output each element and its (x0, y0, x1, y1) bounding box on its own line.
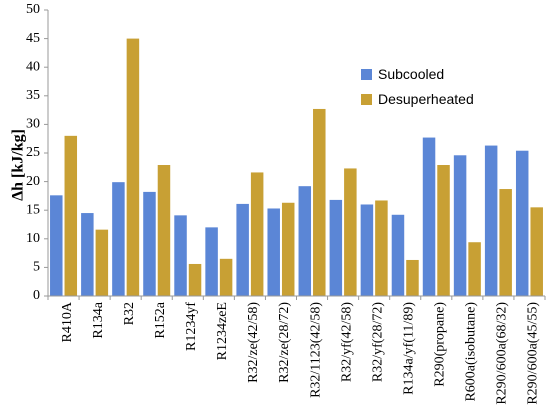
y-tick-label: 20 (26, 174, 40, 189)
y-axis-title: Δh [kJ/kg] (10, 129, 27, 201)
y-axis-label: Δh [kJ/kg] (10, 129, 27, 201)
x-tick-label: R32/ze(42/58) (246, 302, 261, 383)
y-tick-label: 10 (26, 231, 40, 246)
bar-desuperheated-5 (219, 258, 233, 296)
bar-series (50, 38, 543, 297)
x-tick-label: R32/1123(42/58) (308, 302, 323, 398)
bar-subcooled-12 (422, 137, 436, 296)
bar-desuperheated-8 (313, 108, 326, 297)
bar-subcooled-8 (298, 186, 312, 296)
x-tick-label: R290(propane) (433, 302, 448, 387)
bar-desuperheated-2 (126, 38, 140, 296)
bar-desuperheated-10 (375, 200, 388, 296)
bar-desuperheated-1 (95, 229, 109, 296)
bar-desuperheated-6 (250, 172, 264, 296)
bar-desuperheated-4 (188, 263, 202, 296)
x-axis-labels: R410A R134a R32 R152a R1234yf R1234zeE R32/ze(… (47, 296, 546, 405)
y-tick-label: 15 (26, 202, 40, 217)
bar-subcooled-13 (453, 155, 467, 296)
bar-subcooled-1 (81, 213, 94, 296)
bar-subcooled-0 (50, 195, 63, 296)
legend-label-subcooled: Subcooled (378, 66, 444, 82)
bar-subcooled-5 (205, 227, 218, 296)
x-tick-label: R134a/yf(11/89) (401, 302, 416, 395)
x-tick-label: R410A (60, 301, 75, 342)
x-tick-label: R32/yf(42/58) (339, 302, 354, 382)
bar-desuperheated-7 (281, 202, 295, 296)
y-tick-label: 0 (33, 288, 40, 303)
bar-subcooled-15 (515, 150, 529, 296)
x-tick-label: R32 (122, 302, 137, 325)
y-tick-label: 5 (33, 260, 40, 275)
bar-desuperheated-12 (437, 165, 450, 296)
bar-subcooled-7 (267, 208, 280, 296)
bar-subcooled-9 (329, 199, 343, 296)
bar-desuperheated-14 (499, 189, 512, 296)
y-tick-label: 40 (26, 59, 40, 74)
legend-label-desuperheated: Desuperheated (378, 91, 474, 107)
y-tick-label: 25 (26, 145, 40, 160)
bar-subcooled-10 (360, 204, 374, 296)
bar-subcooled-2 (112, 182, 125, 296)
x-tick-label: R290/600a(68/32) (495, 302, 510, 405)
x-tick-label: R32/yf(28/72) (370, 302, 385, 382)
x-tick-label: R134a (91, 301, 106, 338)
bar-subcooled-4 (174, 215, 187, 296)
x-tick-label: R152a (153, 301, 168, 338)
bar-desuperheated-3 (157, 165, 171, 296)
legend: Subcooled Desuperheated (361, 66, 474, 107)
y-axis-ticks: 0 5 10 15 20 25 30 35 40 45 50 (26, 2, 48, 303)
x-tick-label: R290/600a(45/55) (526, 302, 541, 405)
y-tick-label: 35 (26, 88, 40, 103)
bar-subcooled-11 (391, 214, 405, 296)
legend-swatch-subcooled (361, 69, 372, 80)
bar-desuperheated-0 (64, 135, 78, 296)
bar-desuperheated-15 (530, 207, 543, 296)
x-tick-label: R32/ze(28/72) (277, 302, 292, 383)
y-tick-label: 45 (26, 31, 40, 46)
bar-subcooled-6 (236, 203, 249, 296)
y-tick-label: 30 (26, 117, 40, 132)
y-tick-label: 50 (26, 2, 40, 17)
bar-subcooled-14 (484, 145, 498, 296)
bar-desuperheated-13 (468, 242, 481, 296)
bar-desuperheated-9 (344, 168, 357, 296)
x-tick-label: R1234yf (184, 302, 199, 351)
x-tick-label: R600a(isobutane) (464, 302, 479, 402)
bar-desuperheated-11 (406, 259, 419, 296)
x-tick-label: R1234zeE (215, 302, 230, 360)
legend-swatch-desuperheated (361, 94, 372, 105)
bar-subcooled-3 (143, 191, 156, 296)
